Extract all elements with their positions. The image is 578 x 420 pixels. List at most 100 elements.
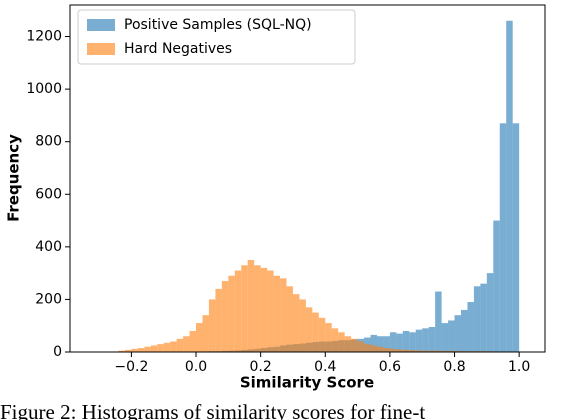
x-tick-label: 0.0: [185, 359, 207, 375]
histogram-bar: [118, 350, 125, 352]
y-tick-label: 200: [35, 291, 62, 307]
histogram-bar: [480, 283, 487, 352]
histogram-bar: [422, 328, 429, 352]
histogram-bar: [318, 317, 326, 352]
histogram-bar: [415, 350, 423, 352]
histogram-bar: [389, 332, 397, 352]
x-tick-label: 0.4: [314, 359, 336, 375]
histogram-bar: [254, 265, 261, 352]
histogram-bar: [396, 333, 403, 352]
x-tick-label: 0.6: [379, 359, 401, 375]
histogram-bar: [396, 349, 403, 352]
histogram-bar: [383, 336, 390, 352]
histogram-bar: [409, 350, 416, 352]
histogram-bar: [428, 350, 436, 352]
histogram-bar: [389, 348, 397, 352]
histogram-bar: [415, 329, 423, 352]
histogram-bar: [196, 323, 203, 352]
histogram-bar: [499, 123, 507, 352]
histogram-bar: [215, 288, 222, 352]
histogram-bar: [448, 350, 455, 352]
histogram-bar: [247, 259, 255, 352]
histogram-bar: [170, 341, 177, 352]
histogram-bar: [454, 350, 461, 352]
histogram-bar: [486, 273, 494, 352]
legend-swatch: [87, 19, 115, 31]
histogram-bar: [473, 286, 481, 352]
histogram-bar: [493, 220, 500, 352]
histogram-bar: [370, 334, 377, 352]
histogram-bar: [163, 342, 171, 352]
histogram-bar: [241, 265, 248, 352]
y-tick-label: 600: [35, 186, 62, 202]
histogram-bar: [344, 336, 352, 352]
legend-label: Positive Samples (SQL-NQ): [124, 17, 312, 33]
x-tick-label: 0.8: [443, 359, 465, 375]
histogram-bar: [402, 349, 410, 352]
histogram-bar: [467, 302, 474, 352]
histogram-bar: [402, 330, 410, 352]
histogram-bar: [364, 344, 371, 352]
histogram-bar: [208, 299, 216, 352]
histogram-bar: [376, 346, 384, 352]
histogram-bar: [183, 336, 190, 352]
histogram-bar: [305, 307, 313, 352]
histogram-bar: [234, 270, 242, 352]
histogram-bar: [428, 327, 436, 352]
histogram-bar: [157, 344, 164, 352]
histogram-bar: [124, 349, 132, 352]
legend-label: Hard Negatives: [124, 41, 232, 57]
x-axis-label: Similarity Score: [240, 374, 374, 392]
histogram-bar: [280, 278, 287, 352]
histogram-bar: [221, 281, 229, 352]
histogram-bar: [454, 315, 461, 352]
histogram-bar: [376, 336, 384, 352]
histogram-bar: [351, 338, 358, 352]
y-tick-label: 1000: [26, 81, 62, 97]
histogram-bar: [312, 312, 319, 352]
x-tick-label: −0.2: [114, 359, 148, 375]
caption: Figure 2: Histograms of similarity score…: [0, 400, 425, 420]
legend-swatch: [87, 43, 115, 55]
histogram-bar: [435, 350, 442, 352]
histogram-bar: [357, 341, 365, 352]
y-tick-label: 400: [35, 239, 62, 255]
histogram-bar: [383, 348, 390, 352]
histogram-bar: [267, 270, 274, 352]
histogram-bar: [460, 309, 468, 352]
histogram-bar: [338, 332, 345, 352]
histogram-bar: [228, 275, 235, 352]
histogram-bar: [137, 348, 145, 352]
histogram-bar: [441, 350, 449, 352]
histogram-bar: [299, 299, 306, 352]
y-axis-label: Frequency: [5, 134, 23, 222]
histogram-bar: [512, 123, 520, 352]
histogram-bar: [131, 348, 138, 352]
histogram-bar: [150, 345, 158, 352]
histogram-bar: [422, 350, 429, 352]
histogram-bar: [202, 315, 209, 352]
histogram-bar: [176, 338, 184, 352]
histogram-bar: [435, 291, 442, 352]
y-tick-label: 1200: [26, 29, 62, 45]
histogram-bar: [273, 275, 281, 352]
histogram-bar: [325, 323, 332, 352]
histogram-bar: [448, 320, 455, 352]
histogram-bar: [286, 286, 293, 352]
histogram-bar: [292, 294, 300, 352]
histogram-bar: [409, 332, 416, 352]
histogram-bar: [331, 328, 339, 352]
x-tick-label: 1.0: [508, 359, 530, 375]
histogram-bar: [441, 323, 449, 352]
legend-box: [77, 9, 356, 65]
histogram-bar: [189, 330, 197, 352]
histogram-bar: [506, 20, 513, 352]
histogram-bar: [370, 345, 377, 352]
plot-frame: [69, 4, 546, 353]
histogram-bar: [144, 346, 151, 352]
y-tick-label: 800: [35, 134, 62, 150]
y-tick-label: 0: [53, 344, 62, 360]
histogram-bar: [260, 267, 268, 352]
x-tick-label: 0.2: [250, 359, 272, 375]
